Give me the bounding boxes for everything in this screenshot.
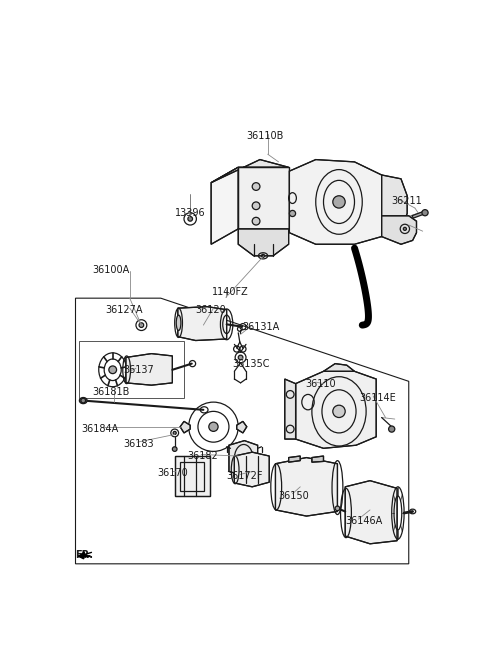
Polygon shape: [229, 441, 258, 476]
Polygon shape: [276, 458, 337, 516]
Polygon shape: [211, 159, 288, 182]
Polygon shape: [296, 371, 376, 448]
Ellipse shape: [109, 366, 117, 374]
Bar: [180, 462, 204, 491]
Ellipse shape: [262, 255, 264, 257]
Ellipse shape: [333, 405, 345, 417]
Polygon shape: [312, 456, 324, 462]
Ellipse shape: [252, 182, 260, 190]
Ellipse shape: [172, 447, 177, 451]
Text: 36182: 36182: [187, 451, 218, 461]
Text: 36110B: 36110B: [246, 131, 283, 141]
Ellipse shape: [79, 398, 87, 403]
Ellipse shape: [289, 211, 296, 216]
Ellipse shape: [173, 432, 176, 434]
Ellipse shape: [209, 422, 218, 432]
Polygon shape: [285, 379, 296, 439]
Text: 36114E: 36114E: [359, 393, 396, 403]
Ellipse shape: [333, 195, 345, 208]
Text: 36183: 36183: [123, 439, 154, 449]
Polygon shape: [324, 363, 355, 371]
Ellipse shape: [252, 217, 260, 225]
Polygon shape: [178, 306, 227, 340]
Text: 36100A: 36100A: [93, 265, 130, 275]
Text: 36184A: 36184A: [82, 424, 119, 434]
Text: 36150: 36150: [278, 491, 309, 501]
Polygon shape: [211, 167, 238, 244]
Ellipse shape: [403, 228, 407, 230]
Polygon shape: [288, 456, 300, 462]
Ellipse shape: [422, 210, 428, 216]
Polygon shape: [382, 175, 407, 237]
Polygon shape: [126, 354, 172, 385]
Bar: [175, 456, 210, 496]
Ellipse shape: [335, 506, 340, 510]
Text: 36110: 36110: [305, 379, 336, 389]
Ellipse shape: [188, 216, 192, 221]
Ellipse shape: [176, 315, 181, 331]
Text: 13396: 13396: [175, 208, 205, 218]
Text: FR.: FR.: [75, 550, 94, 560]
Ellipse shape: [252, 202, 260, 210]
Polygon shape: [238, 167, 288, 229]
Text: 36172F: 36172F: [226, 472, 263, 482]
Text: 36211: 36211: [392, 195, 422, 206]
Polygon shape: [238, 229, 288, 256]
Text: 1140FZ: 1140FZ: [212, 287, 249, 297]
Ellipse shape: [238, 355, 243, 359]
Text: 36170: 36170: [157, 468, 188, 478]
Text: 36181B: 36181B: [93, 387, 130, 397]
Text: 36131A: 36131A: [242, 322, 279, 332]
Text: 36120: 36120: [195, 305, 226, 315]
Polygon shape: [382, 216, 417, 244]
Polygon shape: [345, 481, 397, 544]
Ellipse shape: [389, 426, 395, 432]
Polygon shape: [234, 452, 269, 487]
Ellipse shape: [139, 323, 144, 327]
Text: 36127A: 36127A: [105, 305, 143, 315]
Polygon shape: [180, 421, 190, 433]
Polygon shape: [412, 211, 426, 218]
Polygon shape: [237, 421, 247, 433]
Polygon shape: [289, 159, 382, 244]
Text: 36135C: 36135C: [232, 359, 270, 369]
Bar: [175, 456, 210, 496]
Text: 36137: 36137: [123, 365, 154, 375]
Text: 36146A: 36146A: [345, 516, 383, 526]
Ellipse shape: [81, 398, 85, 403]
